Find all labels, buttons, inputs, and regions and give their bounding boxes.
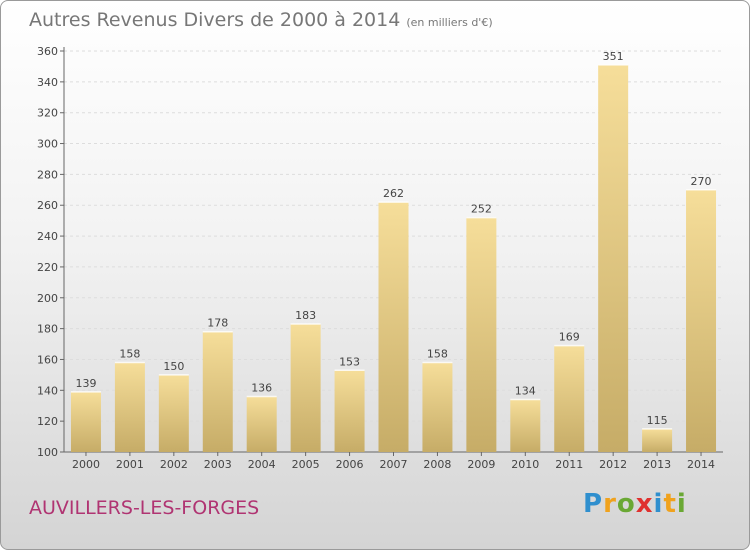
bar	[422, 362, 453, 452]
chart-title: Autres Revenus Divers de 2000 à 2014 (en …	[29, 9, 493, 31]
bar	[202, 331, 233, 452]
logo-letter: x	[635, 489, 654, 519]
x-tick-label: 2008	[423, 458, 451, 471]
x-tick-label: 2005	[292, 458, 320, 471]
x-tick-label: 2007	[380, 458, 408, 471]
x-tick-label: 2000	[72, 458, 100, 471]
y-tick-label: 140	[37, 384, 58, 397]
bar-value-label: 158	[119, 348, 140, 361]
y-tick-label: 320	[37, 107, 58, 120]
x-tick-label: 2012	[599, 458, 627, 471]
logo-letter: r	[603, 489, 617, 519]
logo-letter: P	[583, 489, 604, 519]
bar-value-label: 115	[647, 414, 668, 427]
bar	[246, 396, 277, 452]
logo-letter: o	[616, 489, 636, 519]
x-tick-label: 2011	[555, 458, 583, 471]
chart-title-text: Autres Revenus Divers de 2000 à 2014	[29, 9, 401, 31]
logo-letter: t	[663, 489, 677, 519]
bar-value-label: 136	[251, 381, 272, 394]
x-tick-label: 2013	[643, 458, 671, 471]
bar-value-label: 262	[383, 187, 404, 200]
y-tick-label: 300	[37, 138, 58, 151]
bar-value-label: 158	[427, 348, 448, 361]
bar	[554, 345, 585, 452]
chart-title-unit: (en milliers d'€)	[406, 16, 493, 29]
bar	[334, 370, 365, 452]
bar-value-label: 169	[559, 331, 580, 344]
y-tick-label: 340	[37, 76, 58, 89]
bar-value-label: 153	[339, 355, 360, 368]
x-tick-label: 2010	[511, 458, 539, 471]
location-label: AUVILLERS-LES-FORGES	[29, 497, 260, 519]
bar-value-label: 351	[603, 50, 624, 63]
bar	[598, 64, 629, 452]
bar-value-label: 134	[515, 385, 536, 398]
bar-value-label: 183	[295, 309, 316, 322]
bar-value-label: 270	[691, 175, 712, 188]
bar-value-label: 178	[207, 317, 228, 330]
y-tick-label: 100	[37, 446, 58, 459]
proxiti-logo: Proxiti	[583, 489, 687, 519]
x-tick-label: 2009	[467, 458, 495, 471]
y-tick-label: 200	[37, 292, 58, 305]
bar	[510, 399, 541, 452]
bar	[466, 217, 497, 452]
y-tick-label: 280	[37, 168, 58, 181]
logo-letter: i	[653, 489, 664, 519]
bar	[378, 202, 409, 452]
bar	[686, 189, 717, 453]
y-tick-label: 240	[37, 230, 58, 243]
bar	[70, 391, 101, 452]
x-tick-label: 2003	[204, 458, 232, 471]
bar	[158, 374, 189, 452]
bar	[114, 362, 145, 452]
y-tick-label: 220	[37, 261, 58, 274]
y-tick-label: 260	[37, 199, 58, 212]
bar	[642, 428, 673, 452]
logo-letter: i	[676, 489, 687, 519]
bar-value-label: 139	[75, 377, 96, 390]
bar-value-label: 252	[471, 203, 492, 216]
y-tick-label: 180	[37, 323, 58, 336]
x-tick-label: 2006	[336, 458, 364, 471]
x-tick-label: 2002	[160, 458, 188, 471]
bar	[290, 323, 321, 452]
x-tick-label: 2004	[248, 458, 276, 471]
x-tick-label: 2001	[116, 458, 144, 471]
y-tick-label: 360	[37, 45, 58, 58]
y-tick-label: 160	[37, 353, 58, 366]
x-tick-label: 2014	[687, 458, 715, 471]
bar-value-label: 150	[163, 360, 184, 373]
y-tick-label: 120	[37, 415, 58, 428]
